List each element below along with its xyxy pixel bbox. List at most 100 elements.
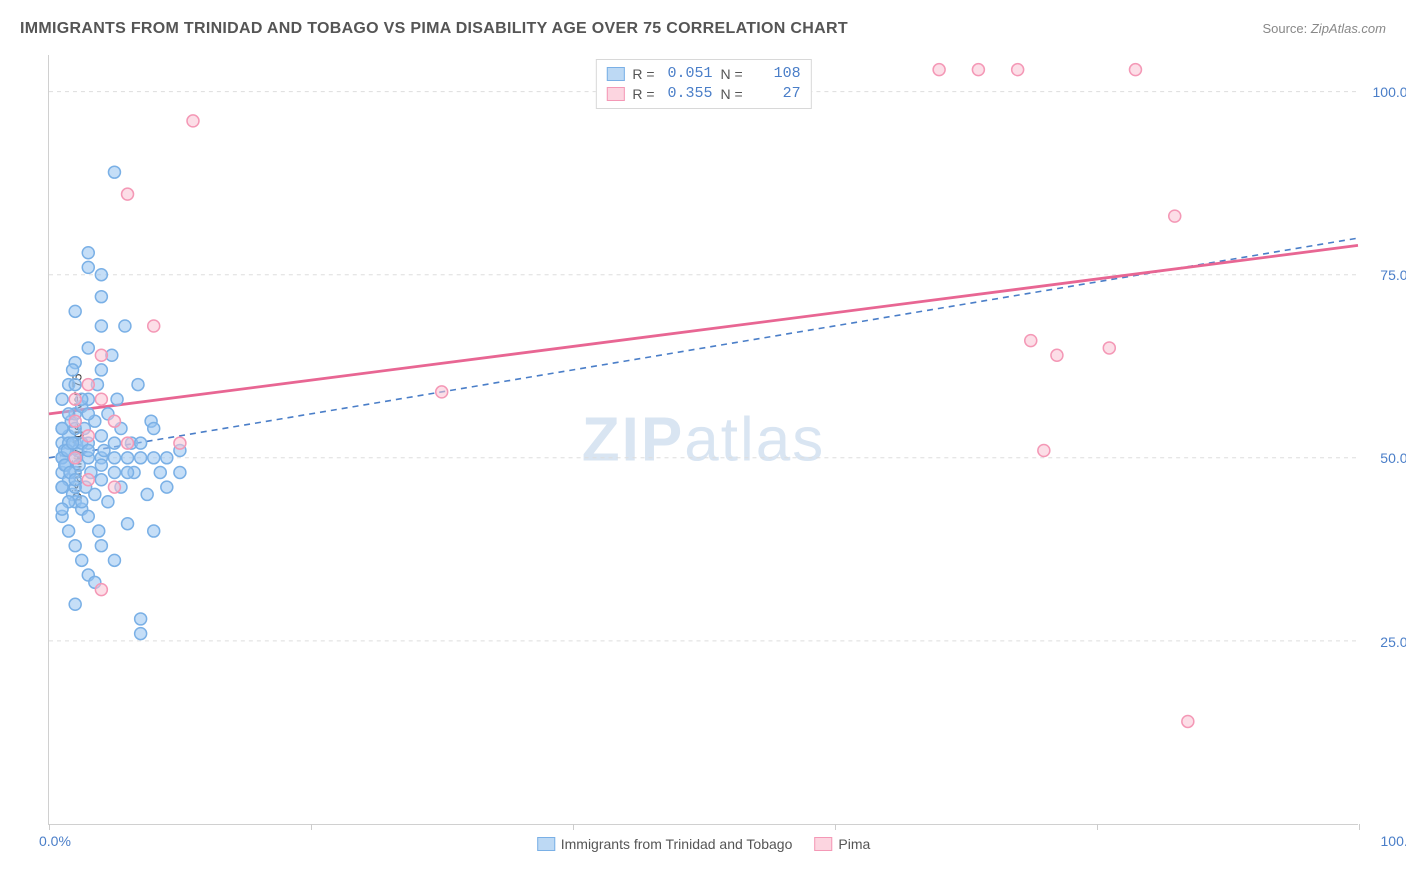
data-point-trinidad (161, 452, 173, 464)
data-point-trinidad (102, 496, 114, 508)
data-point-trinidad (108, 554, 120, 566)
x-tick-mark (1097, 824, 1098, 830)
data-point-pima (187, 115, 199, 127)
x-tick-max: 100.0% (1381, 833, 1406, 849)
data-point-trinidad (148, 452, 160, 464)
legend-item-pima: Pima (814, 836, 870, 852)
data-point-pima (148, 320, 160, 332)
data-point-trinidad (69, 598, 81, 610)
swatch-pima (814, 837, 832, 851)
data-point-trinidad (93, 525, 105, 537)
data-point-trinidad (95, 474, 107, 486)
data-point-pima (1182, 715, 1194, 727)
y-tick-label: 50.0% (1380, 450, 1406, 466)
data-point-trinidad (63, 525, 75, 537)
stats-row-pima: R = 0.355 N = 27 (606, 84, 800, 104)
data-point-trinidad (122, 518, 134, 530)
data-point-trinidad (76, 496, 88, 508)
data-point-trinidad (95, 364, 107, 376)
data-point-trinidad (108, 437, 120, 449)
r-value-trinidad: 0.051 (663, 64, 713, 84)
data-point-trinidad (82, 444, 94, 456)
chart-title: IMMIGRANTS FROM TRINIDAD AND TOBAGO VS P… (20, 20, 848, 38)
x-tick-mark (311, 824, 312, 830)
swatch-pima (606, 87, 624, 101)
data-point-pima (933, 64, 945, 76)
data-point-pima (108, 415, 120, 427)
data-point-pima (174, 437, 186, 449)
data-point-trinidad (108, 452, 120, 464)
y-tick-label: 25.0% (1380, 634, 1406, 650)
trend-line-pima (49, 245, 1358, 413)
data-point-trinidad (67, 364, 79, 376)
n-value-pima: 27 (751, 84, 801, 104)
n-label: N = (721, 64, 743, 84)
data-point-trinidad (148, 423, 160, 435)
legend-item-trinidad: Immigrants from Trinidad and Tobago (537, 836, 793, 852)
data-point-pima (122, 188, 134, 200)
n-value-trinidad: 108 (751, 64, 801, 84)
r-label: R = (632, 84, 654, 104)
data-point-trinidad (95, 459, 107, 471)
data-point-trinidad (69, 540, 81, 552)
legend-label-trinidad: Immigrants from Trinidad and Tobago (561, 836, 793, 852)
data-point-trinidad (95, 540, 107, 552)
data-point-trinidad (82, 408, 94, 420)
stats-legend: R = 0.051 N = 108 R = 0.355 N = 27 (595, 59, 811, 109)
data-point-trinidad (135, 437, 147, 449)
data-point-trinidad (95, 320, 107, 332)
data-point-pima (1129, 64, 1141, 76)
data-point-trinidad (82, 247, 94, 259)
data-point-trinidad (174, 466, 186, 478)
data-point-trinidad (69, 474, 81, 486)
series-legend: Immigrants from Trinidad and Tobago Pima (537, 836, 871, 852)
data-point-pima (1169, 210, 1181, 222)
data-point-trinidad (108, 166, 120, 178)
data-point-pima (82, 430, 94, 442)
y-tick-label: 75.0% (1380, 267, 1406, 283)
legend-label-pima: Pima (838, 836, 870, 852)
data-point-trinidad (111, 393, 123, 405)
data-point-pima (1103, 342, 1115, 354)
data-point-trinidad (135, 628, 147, 640)
data-point-pima (95, 349, 107, 361)
data-point-trinidad (56, 393, 68, 405)
data-point-trinidad (122, 452, 134, 464)
r-label: R = (632, 64, 654, 84)
data-point-trinidad (122, 466, 134, 478)
x-tick-mark (573, 824, 574, 830)
source-attribution: Source: ZipAtlas.com (1262, 20, 1386, 38)
data-point-trinidad (56, 481, 68, 493)
data-point-pima (1038, 444, 1050, 456)
chart-svg (49, 55, 1358, 824)
data-point-pima (122, 437, 134, 449)
x-tick-mark (1359, 824, 1360, 830)
data-point-trinidad (108, 466, 120, 478)
data-point-trinidad (141, 488, 153, 500)
data-point-trinidad (82, 342, 94, 354)
source-label: Source: (1262, 21, 1310, 36)
data-point-trinidad (69, 305, 81, 317)
data-point-trinidad (98, 444, 110, 456)
data-point-trinidad (132, 379, 144, 391)
data-point-trinidad (95, 291, 107, 303)
data-point-pima (95, 584, 107, 596)
x-tick-mark (49, 824, 50, 830)
data-point-pima (82, 474, 94, 486)
swatch-trinidad (606, 67, 624, 81)
data-point-trinidad (119, 320, 131, 332)
data-point-trinidad (76, 554, 88, 566)
data-point-trinidad (95, 430, 107, 442)
data-point-pima (82, 379, 94, 391)
data-point-trinidad (89, 488, 101, 500)
data-point-trinidad (148, 525, 160, 537)
n-label: N = (721, 84, 743, 104)
data-point-pima (1025, 335, 1037, 347)
data-point-trinidad (161, 481, 173, 493)
data-point-trinidad (135, 613, 147, 625)
data-point-pima (108, 481, 120, 493)
data-point-trinidad (154, 466, 166, 478)
data-point-trinidad (95, 269, 107, 281)
data-point-pima (1051, 349, 1063, 361)
source-name: ZipAtlas.com (1311, 21, 1386, 36)
